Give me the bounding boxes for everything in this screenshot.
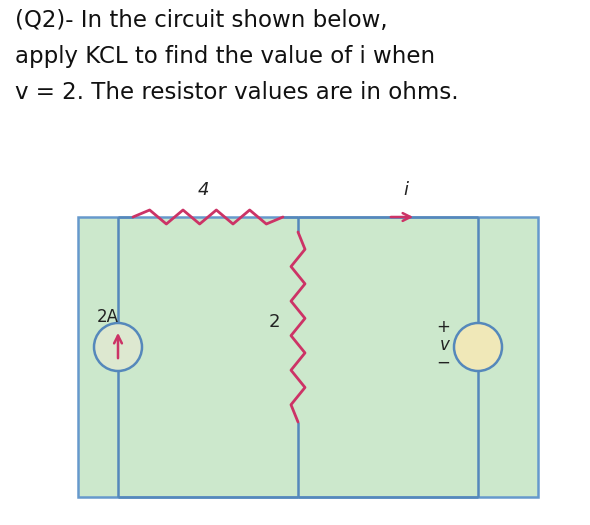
Text: +: + bbox=[436, 318, 450, 336]
Text: apply KCL to find the value of i when: apply KCL to find the value of i when bbox=[15, 45, 435, 68]
Text: 2A: 2A bbox=[97, 308, 119, 326]
Bar bbox=[78, 217, 538, 497]
Circle shape bbox=[454, 323, 502, 371]
Text: v: v bbox=[440, 336, 450, 354]
Circle shape bbox=[94, 323, 142, 371]
Text: (Q2)- In the circuit shown below,: (Q2)- In the circuit shown below, bbox=[15, 9, 388, 32]
Text: i: i bbox=[404, 181, 408, 199]
Text: 4: 4 bbox=[197, 181, 209, 199]
Text: 2: 2 bbox=[268, 313, 280, 331]
Text: −: − bbox=[436, 354, 450, 372]
Text: v = 2. The resistor values are in ohms.: v = 2. The resistor values are in ohms. bbox=[15, 81, 458, 104]
